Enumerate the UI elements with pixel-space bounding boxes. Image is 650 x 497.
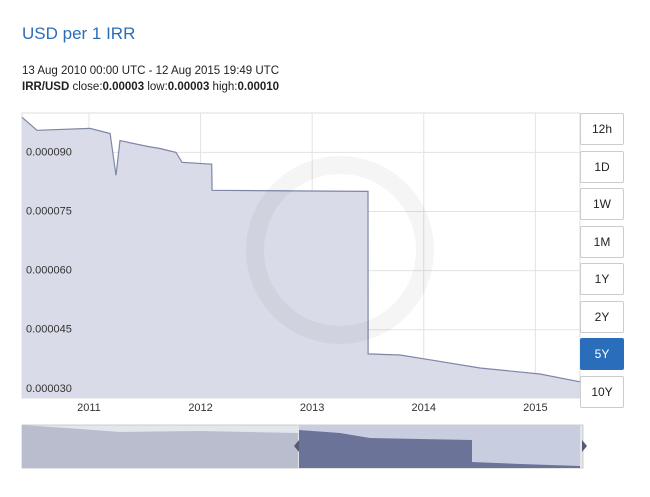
- range-button[interactable]: 10Y: [580, 375, 624, 408]
- y-tick-label: 0.000045: [26, 324, 72, 336]
- x-tick-label: 2015: [523, 402, 547, 414]
- stat-value: 0.00010: [237, 81, 280, 93]
- x-tick-label: 2014: [412, 402, 436, 414]
- range-button[interactable]: 12h: [580, 113, 624, 145]
- y-tick-label: 0.000060: [26, 265, 72, 277]
- watermark: [246, 156, 434, 344]
- line: [21, 116, 581, 383]
- date-range: 13 Aug 2010 00:00 UTC - 12 Aug 2015 19:4…: [22, 65, 280, 77]
- marks: [21, 116, 581, 399]
- stat-value: 0.00003: [167, 81, 210, 93]
- range-button[interactable]: 1W: [580, 188, 624, 220]
- area: [22, 117, 580, 399]
- x-tick-label: 2012: [188, 402, 212, 414]
- stat-label: close:: [72, 81, 103, 93]
- title: USD per 1 IRR: [22, 24, 136, 43]
- range-button[interactable]: 1M: [580, 225, 624, 258]
- navigator-area: [22, 425, 298, 468]
- y-tick-label: 0.000030: [26, 383, 72, 395]
- x-tick-label: 2013: [300, 402, 324, 414]
- stat-value: 0.00003: [102, 81, 145, 93]
- pair: IRR/USD: [22, 81, 70, 93]
- range-button[interactable]: 1Y: [580, 263, 624, 295]
- stat-label: high:: [212, 81, 238, 93]
- stats: IRR/USD close:0.00003 low:0.00003 high:0…: [22, 81, 279, 93]
- range-button[interactable]: 2Y: [580, 300, 624, 333]
- labels: 0.000030 0.000045 0.000060 0.000075 0.000090…: [26, 146, 548, 414]
- stat-label: low:: [147, 81, 168, 93]
- x-tick-label: 2011: [77, 402, 101, 414]
- navigator-selected: [299, 430, 580, 468]
- y-tick-label: 0.000075: [26, 205, 72, 217]
- range-button[interactable]: 1D: [580, 150, 624, 183]
- y-tick-label: 0.000090: [26, 146, 72, 158]
- range-button[interactable]: 5Y: [580, 338, 624, 370]
